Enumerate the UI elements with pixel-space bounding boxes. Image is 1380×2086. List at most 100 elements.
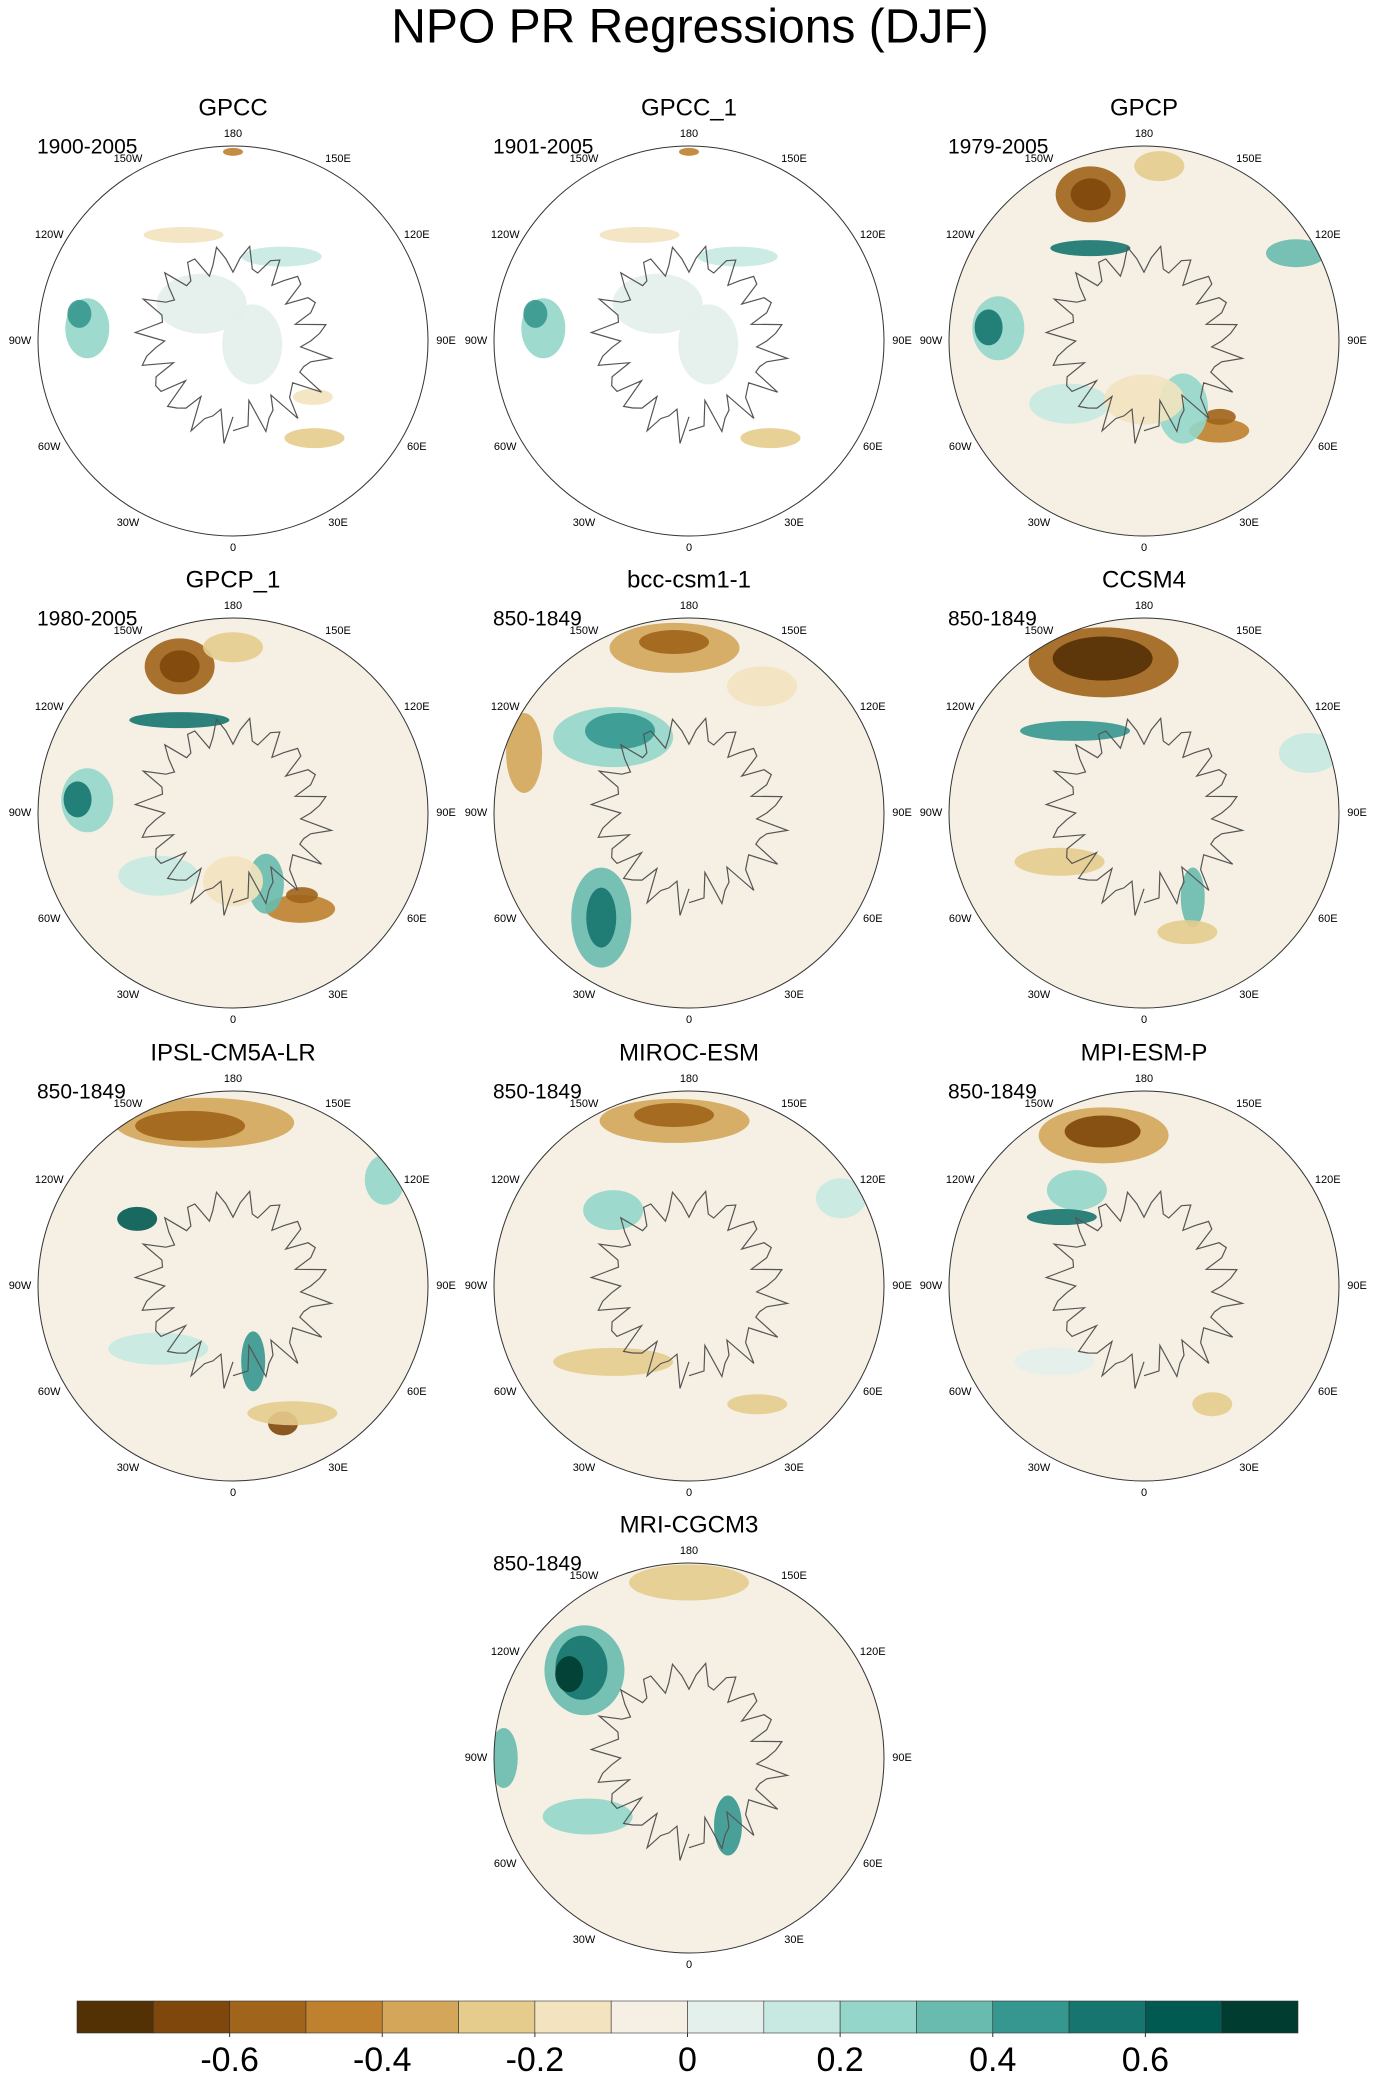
longitude-label: 90W bbox=[465, 335, 488, 347]
longitude-label: 60E bbox=[863, 1858, 883, 1870]
map-background bbox=[494, 1563, 884, 1953]
longitude-label: 60E bbox=[863, 913, 883, 925]
longitude-label: 120W bbox=[946, 701, 975, 713]
anomaly-blob bbox=[555, 1656, 584, 1693]
longitude-label: 90W bbox=[9, 1280, 32, 1292]
longitude-label: 180 bbox=[680, 1073, 698, 1085]
anomaly-blob bbox=[494, 1728, 518, 1788]
longitude-label: 150W bbox=[114, 153, 143, 165]
anomaly-blob bbox=[285, 887, 318, 904]
anomaly-blob bbox=[639, 630, 710, 655]
longitude-label: 0 bbox=[686, 542, 692, 554]
longitude-label: 150E bbox=[781, 1098, 807, 1110]
longitude-label: 120E bbox=[860, 701, 886, 713]
longitude-label: 60E bbox=[407, 913, 427, 925]
longitude-label: 30W bbox=[117, 517, 140, 529]
longitude-label: 90W bbox=[465, 807, 488, 819]
anomaly-blob bbox=[108, 1332, 209, 1365]
longitude-label: 30W bbox=[573, 989, 596, 1001]
colorbar-box bbox=[916, 2000, 994, 2034]
longitude-label: 90E bbox=[892, 1280, 912, 1292]
anomaly-blob bbox=[1064, 1115, 1141, 1148]
longitude-label: 180 bbox=[1135, 1073, 1153, 1085]
longitude-label: 90W bbox=[920, 335, 943, 347]
longitude-label: 150W bbox=[1025, 625, 1054, 637]
longitude-label: 60W bbox=[494, 913, 517, 925]
anomaly-blob bbox=[1014, 1347, 1095, 1376]
panel-period: 850-1849 bbox=[948, 608, 1037, 631]
map-background bbox=[38, 1091, 428, 1481]
anomaly-blob bbox=[159, 650, 200, 683]
longitude-label: 120E bbox=[1315, 229, 1341, 241]
longitude-label: 30E bbox=[328, 517, 348, 529]
longitude-label: 30W bbox=[573, 1934, 596, 1946]
panel-period: 850-1849 bbox=[37, 1081, 126, 1104]
map-border bbox=[37, 1090, 429, 1482]
longitude-label: 120W bbox=[491, 1174, 520, 1186]
map-panel bbox=[949, 618, 1339, 1008]
longitude-label: 60E bbox=[863, 441, 883, 453]
map-panel bbox=[494, 1563, 884, 1953]
coastline bbox=[1044, 716, 1245, 916]
anomaly-blob bbox=[241, 1331, 266, 1392]
longitude-label: 150E bbox=[325, 625, 351, 637]
colorbar-box bbox=[305, 2000, 383, 2034]
figure-title: NPO PR Regressions (DJF) bbox=[391, 1, 988, 54]
coastline bbox=[589, 1189, 790, 1389]
longitude-label: 90E bbox=[1347, 335, 1367, 347]
longitude-label: 150E bbox=[1236, 1098, 1262, 1110]
coastline bbox=[589, 244, 790, 444]
colorbar-box bbox=[76, 2000, 154, 2034]
longitude-label: 120W bbox=[491, 229, 520, 241]
longitude-label: 60W bbox=[38, 1386, 61, 1398]
panel-period: 1901-2005 bbox=[493, 136, 593, 159]
panel-title: IPSL-CM5A-LR bbox=[150, 1039, 315, 1066]
anomaly-blob bbox=[1134, 151, 1185, 182]
anomaly-blob bbox=[585, 712, 656, 749]
anomaly-blob bbox=[364, 1154, 405, 1205]
anomaly-blob bbox=[629, 1564, 749, 1601]
anomaly-blob bbox=[1192, 1392, 1233, 1417]
colorbar-box bbox=[839, 2000, 917, 2034]
longitude-label: 60E bbox=[1318, 1386, 1338, 1398]
anomaly-blob bbox=[1265, 239, 1326, 268]
map-border bbox=[948, 1090, 1340, 1482]
map-border bbox=[493, 617, 885, 1009]
longitude-label: 180 bbox=[680, 1545, 698, 1557]
longitude-label: 90W bbox=[920, 807, 943, 819]
longitude-label: 120E bbox=[404, 229, 430, 241]
colorbar-tick-label: -0.6 bbox=[200, 2041, 259, 2079]
map-border bbox=[493, 1562, 885, 1954]
colorbar-box bbox=[153, 2000, 230, 2034]
longitude-label: 120W bbox=[946, 1174, 975, 1186]
anomaly-blob bbox=[974, 309, 1003, 346]
colorbar-box bbox=[992, 2000, 1070, 2034]
anomaly-blob bbox=[292, 388, 333, 405]
anomaly-blob bbox=[1180, 867, 1205, 928]
anomaly-blob bbox=[118, 855, 199, 896]
colorbar-tick-label: 0.6 bbox=[1122, 2041, 1169, 2079]
longitude-label: 120E bbox=[860, 1646, 886, 1658]
longitude-label: 150E bbox=[325, 1098, 351, 1110]
anomaly-blob bbox=[583, 1190, 644, 1231]
coastline bbox=[133, 716, 334, 916]
map-border bbox=[948, 145, 1340, 537]
longitude-label: 60E bbox=[1318, 913, 1338, 925]
longitude-label: 60E bbox=[1318, 441, 1338, 453]
map-panel bbox=[38, 618, 428, 1008]
longitude-label: 90E bbox=[436, 335, 456, 347]
longitude-label: 30E bbox=[784, 1462, 804, 1474]
longitude-label: 30E bbox=[784, 1934, 804, 1946]
anomaly-blob bbox=[697, 246, 778, 267]
anomaly-blob bbox=[129, 712, 230, 729]
anomaly-blob bbox=[1278, 732, 1339, 773]
longitude-label: 0 bbox=[1141, 1014, 1147, 1026]
anomaly-blob bbox=[1104, 374, 1184, 425]
longitude-label: 30E bbox=[328, 1462, 348, 1474]
longitude-label: 0 bbox=[1141, 1487, 1147, 1499]
colorbar-box bbox=[381, 2000, 459, 2034]
anomaly-blob bbox=[523, 299, 548, 328]
colorbar-tick-label: 0 bbox=[678, 2041, 697, 2079]
longitude-label: 60W bbox=[494, 1858, 517, 1870]
panel-title: MPI-ESM-P bbox=[1081, 1039, 1208, 1066]
